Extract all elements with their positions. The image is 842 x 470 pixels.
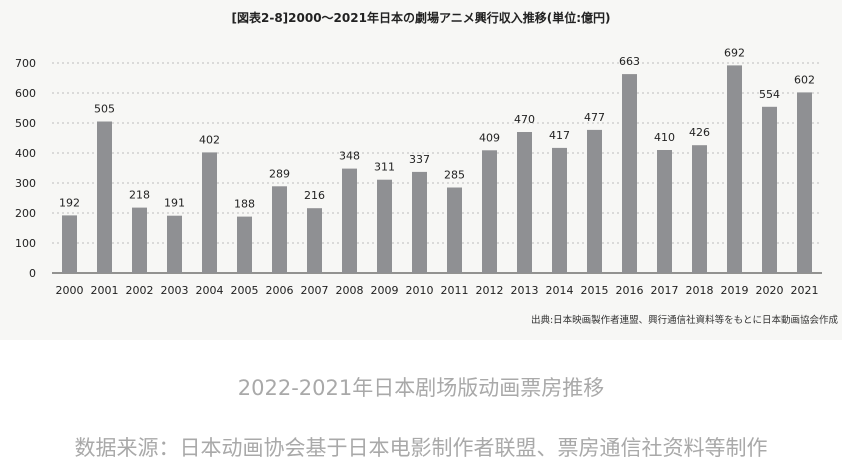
data-label: 188: [234, 198, 255, 211]
data-label: 285: [444, 169, 465, 182]
y-tick-label: 600: [15, 87, 36, 100]
bar-2003: [167, 215, 182, 273]
data-label: 348: [339, 150, 360, 163]
bar-2016: [622, 74, 637, 273]
bar-2011: [447, 187, 462, 273]
x-tick-label: 2005: [231, 284, 259, 297]
data-label: 311: [374, 161, 395, 174]
data-label: 216: [304, 189, 325, 202]
bar-2017: [657, 150, 672, 273]
bar-2009: [377, 179, 392, 273]
x-tick-label: 2010: [406, 284, 434, 297]
bars: 192 505 218 191 402 188 289 216 348 311 337 285 409 4…: [59, 46, 815, 274]
data-label: 192: [59, 196, 80, 209]
data-source-caption: 数据来源：日本动画协会基于日本电影制作者联盟、票房通信社资料等制作: [74, 436, 768, 460]
data-label: 477: [584, 111, 605, 124]
x-axis: 2000 2001 2002 2003 2004 2005 2006 2007 2008 2009…: [56, 284, 819, 297]
x-tick-label: 2020: [756, 284, 784, 297]
x-tick-label: 2018: [686, 284, 714, 297]
data-label: 602: [794, 73, 815, 86]
bar-2001: [97, 121, 112, 273]
y-tick-label: 0: [29, 267, 36, 280]
source-note: 出典:日本映画製作者連盟、興行通信社資料等をもとに日本動画協会作成: [531, 314, 839, 326]
x-tick-label: 2009: [371, 284, 399, 297]
bar-2002: [132, 207, 147, 273]
y-tick-label: 300: [15, 177, 36, 190]
x-tick-label: 2015: [581, 284, 609, 297]
x-tick-label: 2003: [161, 284, 189, 297]
data-label: 417: [549, 129, 570, 142]
bar-2014: [552, 147, 567, 273]
bar-2007: [307, 208, 322, 273]
x-tick-label: 2019: [721, 284, 749, 297]
bar-2012: [482, 150, 497, 273]
data-label: 692: [724, 46, 745, 59]
data-label: 426: [689, 126, 710, 139]
data-label: 470: [514, 113, 535, 126]
x-tick-label: 2011: [441, 284, 469, 297]
x-tick-label: 2016: [616, 284, 644, 297]
data-label: 554: [759, 88, 780, 101]
y-tick-label: 100: [15, 237, 36, 250]
y-tick-label: 400: [15, 147, 36, 160]
bar-2020: [762, 106, 777, 273]
x-tick-label: 2001: [91, 284, 119, 297]
bar-2021: [797, 92, 812, 274]
x-tick-label: 2013: [511, 284, 539, 297]
data-label: 337: [409, 153, 430, 166]
chart-panel: [図表2-8]2000〜2021年日本の劇場アニメ興行収入推移(単位:億円) 0…: [15, 10, 839, 326]
chart-title: [図表2-8]2000〜2021年日本の劇場アニメ興行収入推移(単位:億円): [232, 10, 611, 25]
x-tick-label: 2012: [476, 284, 504, 297]
x-tick-label: 2017: [651, 284, 679, 297]
bar-2004: [202, 152, 217, 273]
data-label: 410: [654, 131, 675, 144]
bar-2015: [587, 129, 602, 273]
x-tick-label: 2008: [336, 284, 364, 297]
bar-chart: [図表2-8]2000〜2021年日本の劇場アニメ興行収入推移(単位:億円) 0…: [15, 10, 839, 326]
x-tick-label: 2014: [546, 284, 574, 297]
data-label: 402: [199, 133, 220, 146]
data-label: 663: [619, 55, 640, 68]
figure-caption: 2022-2021年日本剧场版动画票房推移: [237, 376, 605, 400]
y-tick-label: 200: [15, 207, 36, 220]
y-tick-label: 700: [15, 57, 36, 70]
x-tick-label: 2021: [791, 284, 819, 297]
bar-2013: [517, 132, 532, 273]
bar-2018: [692, 145, 707, 273]
data-label: 289: [269, 167, 290, 180]
bar-2010: [412, 171, 427, 273]
data-label: 409: [479, 131, 500, 144]
x-tick-label: 2000: [56, 284, 84, 297]
bar-2008: [342, 168, 357, 273]
data-label: 505: [94, 103, 115, 116]
y-tick-label: 500: [15, 117, 36, 130]
bar-2019: [727, 65, 742, 274]
bar-2005: [237, 216, 252, 273]
bar-2000: [62, 215, 77, 273]
x-tick-label: 2002: [126, 284, 154, 297]
x-tick-label: 2006: [266, 284, 294, 297]
y-axis: 0 100 200 300 400 500 600 700: [15, 57, 36, 280]
data-label: 218: [129, 189, 150, 202]
x-tick-label: 2004: [196, 284, 224, 297]
x-tick-label: 2007: [301, 284, 329, 297]
data-label: 191: [164, 197, 185, 210]
bar-2006: [272, 186, 287, 273]
